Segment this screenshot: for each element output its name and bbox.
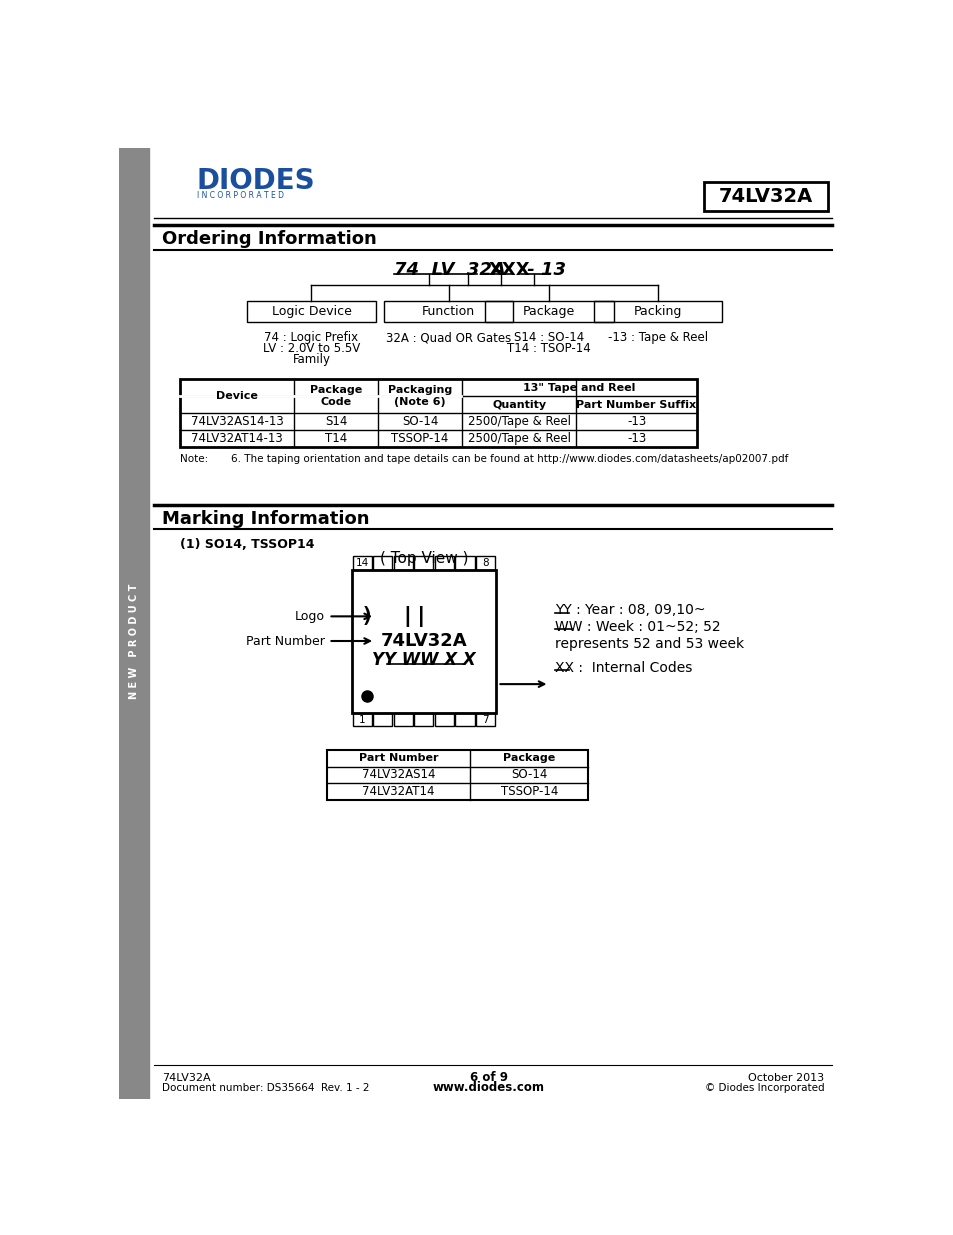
Text: DIODES: DIODES	[196, 167, 315, 195]
Text: XXX: XXX	[488, 261, 530, 279]
Text: S14 : SO-14: S14 : SO-14	[514, 331, 584, 345]
Text: Function: Function	[421, 305, 475, 317]
Text: - 13: - 13	[521, 261, 566, 279]
Bar	[435, 713, 454, 726]
Bar	[373, 713, 392, 726]
Bar	[455, 713, 474, 726]
Text: TSSOP-14: TSSOP-14	[500, 785, 558, 798]
Text: represents 52 and 53 week: represents 52 and 53 week	[555, 637, 743, 651]
Text: 8: 8	[482, 558, 488, 568]
Text: 13" Tape and Reel: 13" Tape and Reel	[522, 383, 635, 393]
Bar	[179, 379, 696, 447]
Text: TSSOP-14: TSSOP-14	[391, 432, 448, 445]
Bar	[119, 148, 149, 1099]
Text: 2500/Tape & Reel: 2500/Tape & Reel	[467, 415, 570, 429]
Bar	[455, 556, 474, 571]
Bar	[353, 713, 371, 726]
Text: 74LV32AS14-13: 74LV32AS14-13	[191, 415, 283, 429]
Bar	[394, 556, 413, 571]
Text: Package
Code: Package Code	[310, 385, 362, 408]
Text: 74  LV  32A: 74 LV 32A	[394, 261, 506, 279]
Bar	[703, 182, 827, 211]
Text: Ordering Information: Ordering Information	[162, 230, 376, 248]
Text: 74 : Logic Prefix: 74 : Logic Prefix	[264, 331, 358, 345]
Text: (1) SO14, TSSOP14: (1) SO14, TSSOP14	[179, 538, 314, 551]
Text: 2500/Tape & Reel: 2500/Tape & Reel	[467, 432, 570, 445]
Bar	[593, 300, 721, 322]
Text: )  ||: ) ||	[360, 606, 427, 627]
Text: Quantity: Quantity	[492, 400, 546, 410]
Bar	[327, 750, 587, 800]
Text: 6 of 9: 6 of 9	[470, 1071, 507, 1084]
Text: Packaging
(Note 6): Packaging (Note 6)	[388, 385, 452, 408]
Text: 74LV32AT14: 74LV32AT14	[362, 785, 435, 798]
Bar	[414, 556, 433, 571]
Text: ( Top View ): ( Top View )	[379, 551, 468, 566]
Text: SO-14: SO-14	[401, 415, 437, 429]
Text: 7: 7	[482, 715, 488, 725]
Text: WW : Week : 01~52; 52: WW : Week : 01~52; 52	[555, 620, 720, 634]
Text: LV : 2.0V to 5.5V: LV : 2.0V to 5.5V	[262, 342, 359, 354]
Text: -13 : Tape & Reel: -13 : Tape & Reel	[607, 331, 707, 345]
Bar	[476, 713, 495, 726]
Text: YY WW X X: YY WW X X	[372, 651, 476, 669]
Text: www.diodes.com: www.diodes.com	[433, 1081, 544, 1094]
Text: Part Number Suffix: Part Number Suffix	[576, 400, 696, 410]
Text: Document number: DS35664  Rev. 1 - 2: Document number: DS35664 Rev. 1 - 2	[162, 1083, 369, 1093]
Text: -13: -13	[626, 432, 645, 445]
Text: Logo: Logo	[294, 610, 324, 622]
Bar	[394, 713, 413, 726]
Text: N E W   P R O D U C T: N E W P R O D U C T	[129, 583, 139, 699]
Text: 14: 14	[355, 558, 368, 568]
Text: 74LV32AT14-13: 74LV32AT14-13	[191, 432, 283, 445]
Text: 74LV32AS14: 74LV32AS14	[361, 768, 435, 782]
Bar	[476, 556, 495, 571]
Text: I N C O R P O R A T E D: I N C O R P O R A T E D	[196, 191, 283, 200]
Text: 74LV32A: 74LV32A	[380, 632, 467, 650]
Text: XX :  Internal Codes: XX : Internal Codes	[555, 661, 692, 674]
Text: YY : Year : 08, 09,10~: YY : Year : 08, 09,10~	[555, 603, 704, 618]
Text: 74LV32A: 74LV32A	[162, 1072, 211, 1083]
Text: Device: Device	[216, 391, 257, 401]
Text: Packing: Packing	[633, 305, 681, 317]
Text: 32A : Quad OR Gates: 32A : Quad OR Gates	[386, 331, 511, 345]
Text: 74LV32A: 74LV32A	[719, 188, 813, 206]
Text: October 2013: October 2013	[747, 1072, 823, 1083]
Bar	[435, 556, 454, 571]
Text: T14: T14	[325, 432, 347, 445]
Text: Package: Package	[522, 305, 575, 317]
Text: Marking Information: Marking Information	[162, 510, 369, 527]
Text: S14: S14	[325, 415, 347, 429]
Bar	[414, 713, 433, 726]
Text: Part Number: Part Number	[358, 753, 438, 763]
Bar	[384, 300, 513, 322]
Bar	[353, 556, 371, 571]
Text: Part Number: Part Number	[246, 635, 324, 647]
Text: Family: Family	[293, 353, 330, 366]
Text: 1: 1	[358, 715, 365, 725]
Text: -13: -13	[626, 415, 645, 429]
Bar	[247, 300, 375, 322]
Bar	[352, 571, 496, 713]
Text: Logic Device: Logic Device	[272, 305, 351, 317]
Bar	[484, 300, 613, 322]
Text: © Diodes Incorporated: © Diodes Incorporated	[704, 1083, 823, 1093]
Text: SO-14: SO-14	[511, 768, 547, 782]
Bar	[373, 556, 392, 571]
Text: Package: Package	[502, 753, 555, 763]
Text: T14 : TSOP-14: T14 : TSOP-14	[507, 342, 591, 354]
Text: Note:       6. The taping orientation and tape details can be found at http://ww: Note: 6. The taping orientation and tape…	[179, 454, 787, 464]
